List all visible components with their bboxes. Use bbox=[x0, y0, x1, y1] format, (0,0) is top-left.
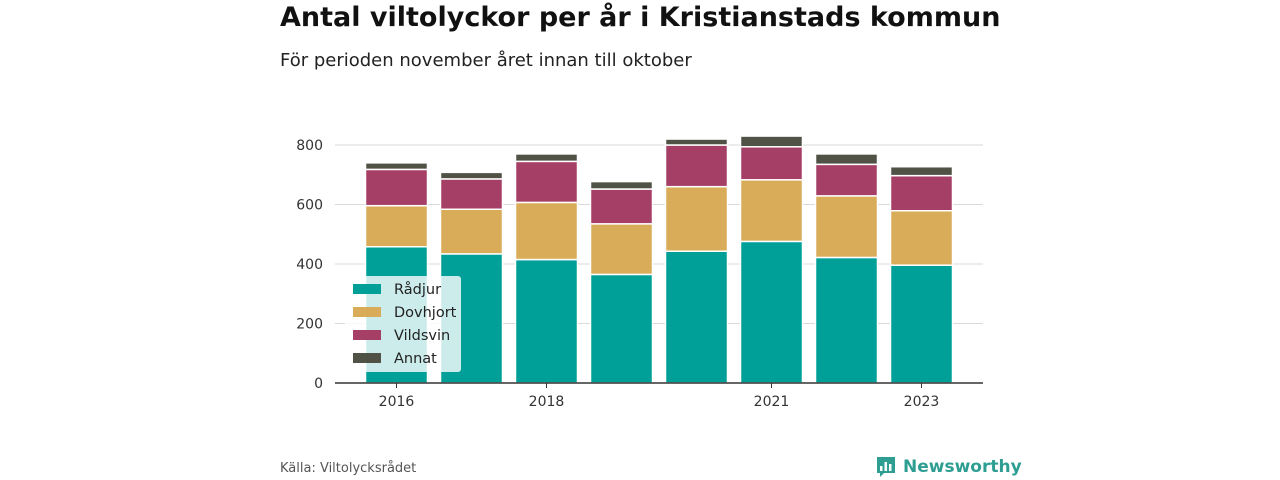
y-tick-label-800: 800 bbox=[296, 138, 323, 154]
bar-2019-rådjur bbox=[589, 273, 654, 384]
x-tick-label-2023: 2023 bbox=[904, 394, 940, 410]
bar-2021-vildsvin bbox=[739, 146, 804, 181]
newsworthy-chart-icon bbox=[877, 457, 895, 477]
bar-2016-annat bbox=[364, 162, 429, 171]
y-tick-label-600: 600 bbox=[296, 198, 323, 214]
legend-swatch-rådjur bbox=[353, 284, 381, 294]
bar-2022-vildsvin bbox=[814, 163, 879, 197]
legend-label-dovhjort: Dovhjort bbox=[394, 305, 457, 321]
legend: Rådjur Dovhjort Vildsvin Annat bbox=[345, 276, 461, 372]
bar-2022-dovhjort bbox=[814, 195, 879, 259]
x-tick-label-2016: 2016 bbox=[379, 394, 415, 410]
x-axis-ticks: 2016 2018 2021 2023 bbox=[379, 383, 940, 410]
legend-label-rådjur: Rådjur bbox=[394, 281, 441, 298]
bar-2023-vildsvin bbox=[889, 174, 954, 212]
legend-background bbox=[345, 276, 461, 372]
bar-2018-annat bbox=[514, 153, 579, 163]
bar-2019-vildsvin bbox=[589, 188, 654, 225]
brand-name: Newsworthy bbox=[903, 457, 1022, 477]
brand-logo: Newsworthy bbox=[875, 455, 1022, 479]
legend-label-annat: Annat bbox=[394, 351, 437, 367]
bar-2016-vildsvin bbox=[364, 168, 429, 207]
bar-2021-dovhjort bbox=[739, 179, 804, 243]
y-axis-ticks: 0 200 400 600 800 bbox=[296, 138, 323, 392]
source-note: Källa: Viltolycksrådet bbox=[280, 461, 417, 476]
bar-2017-vildsvin bbox=[439, 178, 504, 211]
legend-swatch-annat bbox=[353, 353, 381, 363]
bar-2016-dovhjort bbox=[364, 204, 429, 248]
bar-2017-dovhjort bbox=[439, 208, 504, 255]
bar-2017-annat bbox=[439, 171, 504, 180]
legend-label-vildsvin: Vildsvin bbox=[394, 328, 450, 344]
y-tick-label-400: 400 bbox=[296, 257, 323, 273]
bar-2020-annat bbox=[664, 138, 729, 146]
bar-2018-dovhjort bbox=[514, 201, 579, 261]
bar-2022-annat bbox=[814, 153, 879, 166]
y-tick-label-0: 0 bbox=[314, 376, 323, 392]
bar-2019-dovhjort bbox=[589, 223, 654, 276]
bar-2018-vildsvin bbox=[514, 160, 579, 204]
legend-swatch-vildsvin bbox=[353, 330, 381, 340]
bar-2019-annat bbox=[589, 180, 654, 190]
bar-2020-vildsvin bbox=[664, 144, 729, 188]
legend-swatch-dovhjort bbox=[353, 307, 381, 317]
bar-2023-rådjur bbox=[889, 264, 954, 384]
bar-2021-annat bbox=[739, 135, 804, 148]
bar-2023-annat bbox=[889, 165, 954, 177]
bar-2018-rådjur bbox=[514, 258, 579, 384]
chart-subtitle: För perioden november året innan till ok… bbox=[280, 50, 692, 71]
bar-2022-rådjur bbox=[814, 256, 879, 384]
chart-title: Antal viltolyckor per år i Kristianstads… bbox=[280, 2, 1001, 33]
x-tick-label-2018: 2018 bbox=[529, 394, 565, 410]
x-tick-label-2021: 2021 bbox=[754, 394, 790, 410]
bar-2023-dovhjort bbox=[889, 209, 954, 266]
bar-2020-dovhjort bbox=[664, 185, 729, 252]
y-tick-label-200: 200 bbox=[296, 317, 323, 333]
bar-2020-rådjur bbox=[664, 250, 729, 384]
bar-2021-rådjur bbox=[739, 240, 804, 384]
